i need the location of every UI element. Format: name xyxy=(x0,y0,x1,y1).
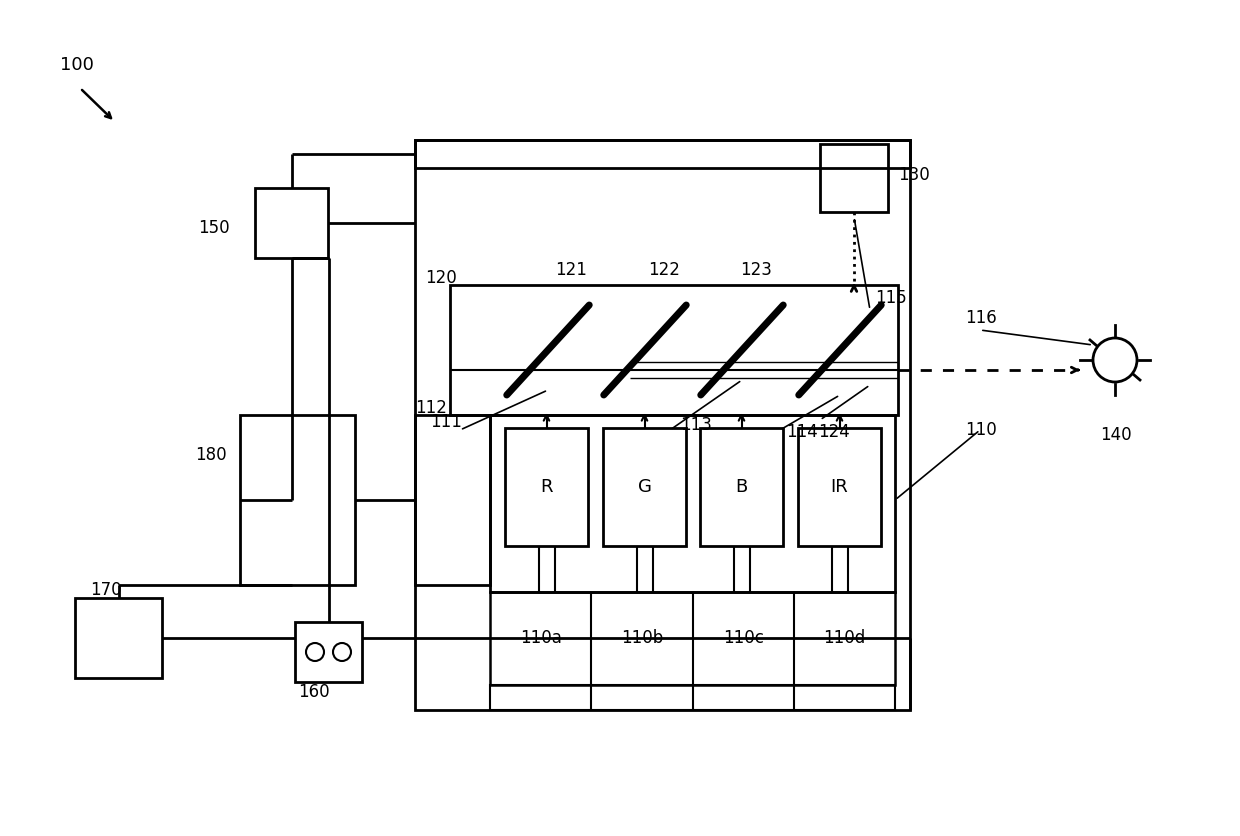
Text: 180: 180 xyxy=(195,446,227,464)
Text: 170: 170 xyxy=(91,581,122,599)
Bar xyxy=(74,598,162,678)
Bar xyxy=(799,428,880,546)
Bar xyxy=(820,144,888,212)
Text: 100: 100 xyxy=(60,56,94,74)
Text: 123: 123 xyxy=(740,261,771,279)
Text: G: G xyxy=(637,478,651,496)
Text: 120: 120 xyxy=(425,269,456,287)
Bar xyxy=(490,685,895,710)
Text: 122: 122 xyxy=(649,261,680,279)
Bar xyxy=(490,592,895,685)
Text: 160: 160 xyxy=(298,683,330,701)
Text: 121: 121 xyxy=(556,261,587,279)
Text: 115: 115 xyxy=(875,289,906,307)
Bar xyxy=(255,188,329,258)
Bar xyxy=(415,140,910,710)
Text: 110a: 110a xyxy=(520,629,562,647)
Bar xyxy=(415,415,490,585)
Text: 150: 150 xyxy=(198,219,229,237)
Text: 111: 111 xyxy=(430,413,461,431)
Text: B: B xyxy=(735,478,748,496)
Text: 110d: 110d xyxy=(823,629,866,647)
Bar xyxy=(490,415,895,592)
Text: 116: 116 xyxy=(965,309,997,327)
Bar xyxy=(603,428,686,546)
Bar xyxy=(295,622,362,682)
Bar xyxy=(415,140,910,168)
Text: IR: IR xyxy=(831,478,848,496)
Text: 114: 114 xyxy=(786,423,817,441)
Text: 110b: 110b xyxy=(621,629,663,647)
Bar xyxy=(701,428,782,546)
Text: R: R xyxy=(541,478,553,496)
Text: 110: 110 xyxy=(965,421,997,439)
Text: 110c: 110c xyxy=(723,629,764,647)
Text: 124: 124 xyxy=(818,423,849,441)
Text: 130: 130 xyxy=(898,166,930,184)
Bar xyxy=(450,285,898,415)
Text: 112: 112 xyxy=(415,399,446,417)
Text: 113: 113 xyxy=(680,416,712,434)
Bar xyxy=(241,415,355,585)
Bar xyxy=(505,428,588,546)
Text: 140: 140 xyxy=(1100,426,1132,444)
